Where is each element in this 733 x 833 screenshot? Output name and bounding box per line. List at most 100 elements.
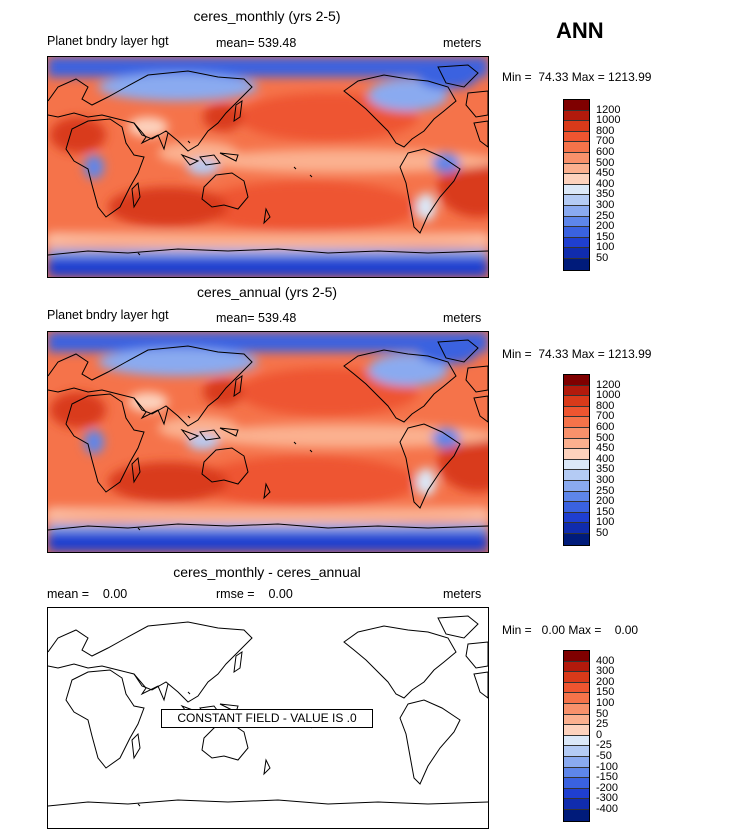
colorbar-swatch bbox=[564, 163, 589, 175]
colorbar-swatch bbox=[564, 523, 589, 534]
colorbar-tick-label: -25 bbox=[596, 739, 612, 752]
colorbar-tick-label: 350 bbox=[596, 188, 615, 201]
colorbar-swatch bbox=[564, 205, 589, 217]
season-label: ANN bbox=[556, 18, 604, 43]
colorbar-swatch bbox=[564, 672, 589, 683]
colorbar-swatch bbox=[564, 227, 589, 238]
panel-2-mean: mean= 539.48 bbox=[216, 311, 297, 325]
colorbar-swatch bbox=[564, 778, 589, 789]
colorbar-tick-label: 0 bbox=[596, 728, 603, 741]
constant-field-label: CONSTANT FIELD - VALUE IS .0 bbox=[161, 709, 373, 728]
panel-3-rmse: rmse = 0.00 bbox=[216, 587, 293, 601]
colorbar-tick-label: 150 bbox=[596, 230, 615, 243]
colorbar-tick-label: 800 bbox=[596, 124, 615, 137]
colorbar-tick-label: 300 bbox=[596, 199, 615, 211]
colorbar-tick-label: 600 bbox=[596, 421, 615, 433]
colorbar-swatch bbox=[564, 512, 589, 524]
colorbar-swatch bbox=[564, 746, 589, 757]
colorbar-tick-label: 600 bbox=[596, 146, 615, 158]
panel-3-mean: mean = 0.00 bbox=[47, 587, 128, 601]
colorbar-swatch bbox=[564, 385, 589, 397]
colorbar-tick-label: 250 bbox=[596, 209, 615, 222]
colorbar-tick-label: 300 bbox=[596, 665, 615, 678]
colorbar-tick-label: 1000 bbox=[596, 389, 621, 402]
panel-3-title: ceres_monthly - ceres_annual bbox=[173, 564, 361, 580]
colorbar-tick-label: 300 bbox=[596, 474, 615, 486]
panel-1-minmax: Min = 74.33 Max = 1213.99 bbox=[502, 70, 652, 84]
colorbar-swatch bbox=[564, 682, 589, 694]
colorbar-swatch bbox=[564, 703, 589, 715]
colorbar-tick-label: 1200 bbox=[596, 103, 621, 116]
colorbar-swatch bbox=[564, 438, 589, 450]
colorbar-tick-label: 200 bbox=[596, 495, 615, 508]
colorbar-swatch bbox=[564, 651, 589, 662]
panel-2-map bbox=[47, 331, 489, 553]
panel-1-title: ceres_monthly (yrs 2-5) bbox=[193, 8, 341, 24]
colorbar-swatch bbox=[564, 121, 589, 132]
colorbar-swatch bbox=[564, 237, 589, 249]
colorbar-tick-label: 1000 bbox=[596, 114, 621, 127]
colorbar-swatch bbox=[564, 195, 589, 206]
colorbar-swatch bbox=[564, 248, 589, 259]
colorbar-tick-label: 400 bbox=[596, 177, 615, 190]
panel-1-mean: mean= 539.48 bbox=[216, 36, 297, 50]
panel-1-map-svg bbox=[48, 57, 488, 277]
colorbar-swatch bbox=[564, 533, 589, 545]
colorbar-swatch bbox=[564, 735, 589, 747]
colorbar-tick-label: -400 bbox=[596, 803, 619, 815]
colorbar-swatch bbox=[564, 502, 589, 513]
panel-1-colorbar bbox=[563, 99, 590, 271]
colorbar-tick-label: 400 bbox=[596, 654, 615, 667]
colorbar-swatch bbox=[564, 174, 589, 185]
colorbar-tick-label: 25 bbox=[596, 718, 609, 731]
colorbar-swatch bbox=[564, 459, 589, 471]
colorbar-tick-label: -300 bbox=[596, 792, 619, 805]
colorbar-swatch bbox=[564, 480, 589, 492]
colorbar-tick-label: 100 bbox=[596, 241, 615, 254]
panel-2-title: ceres_annual (yrs 2-5) bbox=[196, 284, 338, 300]
colorbar-tick-label: 500 bbox=[596, 431, 615, 444]
colorbar-tick-label: 150 bbox=[596, 686, 615, 699]
colorbar-tick-label: -150 bbox=[596, 771, 619, 784]
colorbar-swatch bbox=[564, 725, 589, 736]
colorbar-tick-label: 450 bbox=[596, 167, 615, 180]
colorbar-swatch bbox=[564, 258, 589, 270]
panel-1-units: meters bbox=[443, 36, 482, 50]
colorbar-tick-label: 150 bbox=[596, 505, 615, 518]
panel-1-field-label: Planet bndry layer hgt bbox=[47, 34, 169, 48]
colorbar-swatch bbox=[564, 491, 589, 503]
panel-3-colorbar bbox=[563, 650, 590, 822]
panel-3-units: meters bbox=[443, 587, 482, 601]
colorbar-swatch bbox=[564, 693, 589, 704]
colorbar-swatch bbox=[564, 131, 589, 143]
colorbar-swatch bbox=[564, 417, 589, 428]
panel-3-minmax: Min = 0.00 Max = 0.00 bbox=[502, 623, 639, 637]
colorbar-tick-label: 400 bbox=[596, 452, 615, 465]
colorbar-tick-label: 250 bbox=[596, 484, 615, 497]
colorbar-tick-label: 200 bbox=[596, 675, 615, 688]
colorbar-swatch bbox=[564, 427, 589, 439]
panel-1-map bbox=[47, 56, 489, 278]
colorbar-tick-label: 50 bbox=[596, 252, 609, 264]
colorbar-tick-label: 450 bbox=[596, 442, 615, 455]
colorbar-tick-label: 100 bbox=[596, 516, 615, 529]
panel-2-units: meters bbox=[443, 311, 482, 325]
panel-2-map-svg bbox=[48, 332, 488, 552]
colorbar-tick-label: 700 bbox=[596, 410, 615, 423]
colorbar-swatch bbox=[564, 799, 589, 810]
colorbar-tick-label: 50 bbox=[596, 707, 609, 720]
colorbar-swatch bbox=[564, 449, 589, 460]
colorbar-swatch bbox=[564, 375, 589, 386]
colorbar-swatch bbox=[564, 184, 589, 196]
panel-2-colorbar bbox=[563, 374, 590, 546]
colorbar-tick-label: 500 bbox=[596, 156, 615, 169]
colorbar-swatch bbox=[564, 396, 589, 407]
colorbar-swatch bbox=[564, 100, 589, 111]
panel-2-field-label: Planet bndry layer hgt bbox=[47, 308, 169, 322]
colorbar-tick-label: 50 bbox=[596, 527, 609, 539]
colorbar-swatch bbox=[564, 110, 589, 122]
colorbar-swatch bbox=[564, 788, 589, 800]
colorbar-tick-label: 700 bbox=[596, 135, 615, 148]
colorbar-swatch bbox=[564, 714, 589, 726]
colorbar-swatch bbox=[564, 756, 589, 768]
